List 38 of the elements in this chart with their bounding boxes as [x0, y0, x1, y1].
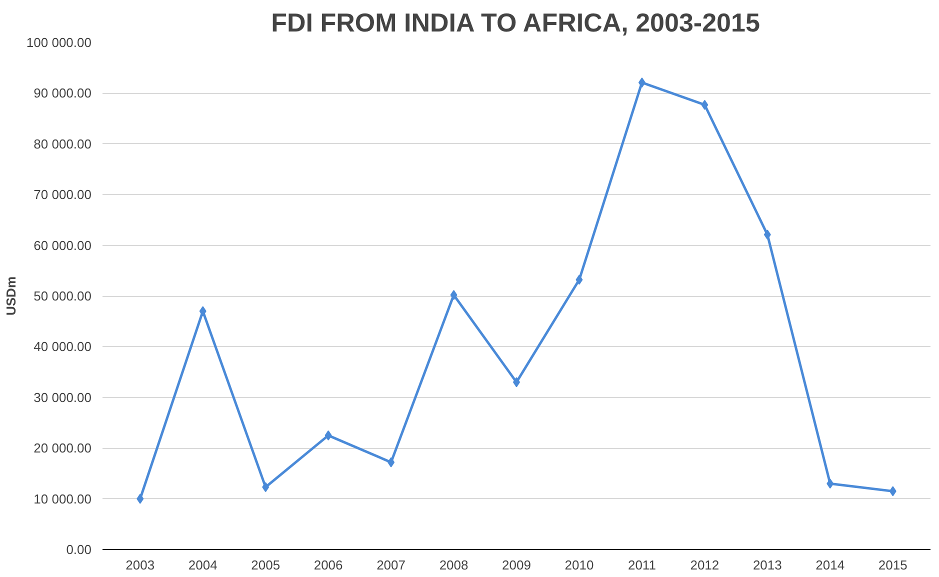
y-tick-label: 90 000.00	[34, 86, 92, 101]
point	[576, 274, 583, 285]
y-tick-label: 60 000.00	[34, 238, 92, 253]
x-tick-label: 2012	[690, 558, 720, 572]
y-tick-label: 50 000.00	[34, 288, 92, 304]
x-tick-label: 2009	[502, 558, 531, 572]
x-tick-label: 2004	[188, 558, 218, 572]
point	[638, 78, 646, 88]
point	[199, 306, 206, 316]
y-tick-label: 70 000.00	[34, 187, 92, 202]
x-tick-label: 2007	[376, 558, 406, 572]
x-tick-label: 2010	[564, 558, 594, 572]
x-tick-label: 2013	[752, 558, 782, 572]
x-tick-label: 2003	[126, 558, 155, 572]
y-tick-label: 20 000.00	[34, 440, 92, 456]
x-tick-label: 2005	[251, 558, 280, 572]
point	[701, 100, 708, 110]
y-tick-label: 40 000.00	[34, 339, 92, 354]
x-tick-label: 2014	[816, 558, 845, 572]
x-tick-label: 2011	[628, 558, 656, 572]
y-tick-label: 80 000.00	[34, 136, 92, 152]
chart-title: FDI FROM INDIA TO AFRICA, 2003-2015	[271, 8, 760, 38]
y-tick-label: 10 000.00	[34, 491, 92, 506]
point	[889, 486, 896, 496]
point	[262, 482, 270, 492]
point	[388, 457, 395, 468]
y-tick-label: 0.00	[66, 542, 92, 557]
point	[764, 230, 771, 240]
x-tick-label: 2015	[878, 558, 908, 572]
y-tick-label: 30 000.00	[34, 390, 92, 405]
point	[826, 478, 834, 489]
y-tick-label: 100 000.00	[26, 35, 92, 50]
y-axis-title: USDm	[3, 276, 18, 316]
x-tick-label: 2008	[439, 558, 468, 572]
point	[324, 430, 332, 440]
point	[136, 494, 144, 504]
point	[450, 290, 458, 300]
x-tick-label: 2006	[314, 558, 343, 572]
